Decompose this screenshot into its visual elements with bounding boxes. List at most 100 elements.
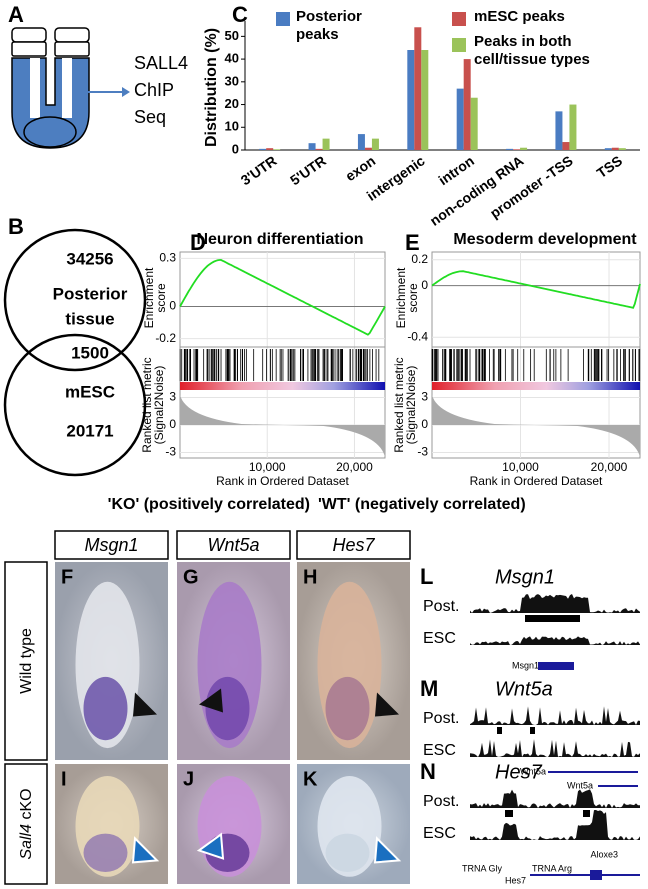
- y-axis-title: score: [154, 283, 168, 313]
- gene-box: [176, 530, 291, 560]
- y-tick-label: 0: [169, 417, 176, 431]
- gene-model: [538, 662, 574, 670]
- gene-header: Msgn1: [84, 535, 138, 555]
- bar: [259, 148, 267, 150]
- legend-label: mESC peaks: [474, 8, 565, 25]
- track-name: Post.: [423, 710, 459, 727]
- y-tick-label: -3: [417, 445, 428, 459]
- venn-text: mESC: [65, 382, 115, 401]
- gene-box: [296, 530, 411, 560]
- y-tick-label: -0.4: [407, 329, 428, 343]
- track-name: ESC: [423, 825, 456, 842]
- y-tick-label: 0: [421, 417, 428, 431]
- bar: [322, 138, 330, 150]
- venn-text: Posterior: [53, 284, 128, 303]
- rank-bar: [180, 382, 385, 390]
- coverage-track: [470, 739, 640, 757]
- venn-text: 1500: [71, 343, 109, 362]
- stain: [325, 833, 370, 872]
- x-tick-label: TSS: [594, 152, 625, 181]
- bar: [364, 147, 372, 150]
- y-axis-title: (Signal2Noise): [152, 366, 166, 445]
- arrow-head: [122, 87, 130, 97]
- peak-call: [583, 810, 590, 817]
- legend-label: Posterior peaks: [296, 8, 362, 43]
- panel-a-text: Seq: [134, 107, 166, 127]
- x-axis-title: Rank in Ordered Dataset: [470, 474, 603, 488]
- coverage-track: [470, 636, 640, 645]
- arrowhead: [199, 688, 223, 713]
- tube-cap: [11, 41, 47, 57]
- panel-letter: F: [61, 566, 73, 588]
- panel-letter: I: [61, 768, 67, 790]
- coverage-track: [470, 594, 640, 613]
- venn-circle: [3, 333, 147, 477]
- row-label-italic: Sall4: [18, 824, 35, 860]
- gsea-title: Mesoderm development: [453, 231, 637, 248]
- bar: [562, 142, 570, 150]
- y-tick-label: -3: [165, 445, 176, 459]
- row-label: Wild type: [18, 628, 35, 694]
- y-tick-label: 0.3: [159, 251, 176, 265]
- bar: [371, 138, 379, 150]
- y-tick-label: 3: [421, 390, 428, 404]
- bar: [513, 149, 521, 150]
- gene-annotation: Wnt5a: [567, 780, 593, 790]
- panel-letter: C: [232, 2, 248, 27]
- bar: [506, 148, 514, 150]
- tissue: [23, 116, 77, 148]
- track-name: Post.: [423, 598, 459, 615]
- coverage-track: [470, 810, 640, 840]
- gsea-title: Neuron differentiation: [196, 231, 363, 248]
- ko-label: 'KO' (positively correlated): [108, 496, 310, 513]
- rank-bar: [432, 382, 640, 390]
- stain: [83, 833, 128, 872]
- panel-letter: D: [190, 230, 206, 255]
- peak-call: [497, 727, 502, 734]
- peak-call: [505, 810, 513, 817]
- arrowhead: [373, 836, 402, 864]
- metric-area: [180, 395, 385, 457]
- x-tick-label: exon: [342, 152, 378, 184]
- x-tick-label: 5'UTR: [287, 152, 329, 188]
- arrowhead: [196, 832, 225, 860]
- bar: [315, 148, 323, 150]
- arrowhead: [131, 836, 160, 864]
- y-tick-label: 0: [169, 299, 176, 313]
- panel-letter: G: [183, 566, 199, 588]
- bar: [520, 147, 528, 150]
- legend-swatch: [452, 38, 466, 52]
- x-tick-label: 10,000: [249, 460, 286, 474]
- panel-letter: J: [183, 768, 194, 790]
- track-name: Post.: [423, 793, 459, 810]
- bar: [456, 88, 464, 150]
- bar: [273, 149, 281, 150]
- bar: [618, 148, 626, 150]
- y-tick-label: 40: [225, 51, 239, 66]
- track-gene: Wnt5a: [495, 678, 553, 700]
- panel-a-text: ChIP: [134, 80, 174, 100]
- bar: [308, 143, 316, 150]
- row-box: [4, 763, 48, 885]
- track-gene: Hes7: [495, 761, 543, 783]
- coverage-track: [470, 789, 640, 808]
- track-name: ESC: [423, 742, 456, 759]
- enrichment-curve: [179, 258, 386, 336]
- x-tick-label: 10,000: [502, 460, 539, 474]
- y-tick-label: 10: [225, 119, 239, 134]
- panel-letter: N: [420, 759, 436, 784]
- y-axis-title: Ranked list metric: [140, 357, 154, 452]
- stain: [325, 676, 370, 741]
- panel-letter: L: [420, 564, 433, 589]
- y-tick-label: 0.2: [411, 252, 428, 266]
- gene-annotation: Msgn1: [512, 660, 539, 670]
- y-tick-label: -0.2: [155, 331, 176, 345]
- panel-letter: A: [8, 2, 24, 27]
- gene-model: [590, 870, 602, 880]
- x-tick-label: 20,000: [336, 460, 373, 474]
- bar: [463, 59, 471, 150]
- y-tick-label: 3: [169, 390, 176, 404]
- track-gene: Msgn1: [495, 566, 555, 588]
